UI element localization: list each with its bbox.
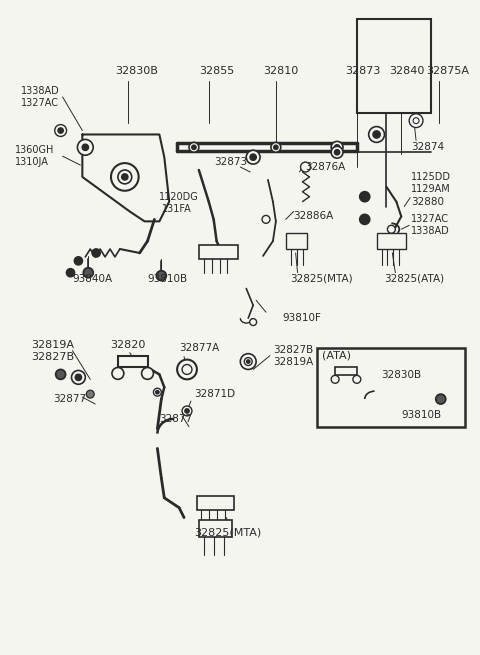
Text: 1129AM: 1129AM: [411, 184, 451, 194]
Circle shape: [189, 142, 199, 152]
Text: 93810F: 93810F: [283, 313, 322, 323]
Circle shape: [142, 367, 154, 379]
Text: 93810B: 93810B: [401, 410, 442, 420]
Text: 32877A: 32877A: [179, 343, 219, 353]
Circle shape: [246, 150, 260, 164]
Text: 32819A: 32819A: [273, 356, 313, 367]
Circle shape: [111, 163, 139, 191]
Circle shape: [250, 318, 257, 326]
Circle shape: [67, 269, 74, 276]
Circle shape: [387, 225, 396, 233]
Text: 32880: 32880: [411, 196, 444, 206]
Circle shape: [86, 390, 94, 398]
Circle shape: [84, 268, 93, 278]
Circle shape: [360, 214, 370, 224]
Circle shape: [92, 249, 100, 257]
Circle shape: [55, 124, 67, 136]
Bar: [335, 367, 357, 375]
Bar: [199, 245, 239, 259]
Text: 93810B: 93810B: [147, 274, 188, 284]
Text: 32830B: 32830B: [382, 370, 421, 381]
Text: 1125DD: 1125DD: [411, 172, 451, 182]
Text: 32855: 32855: [199, 66, 234, 76]
Text: 32877: 32877: [53, 394, 86, 404]
Circle shape: [118, 170, 132, 184]
Circle shape: [335, 145, 339, 150]
Circle shape: [409, 114, 423, 128]
Circle shape: [240, 354, 256, 369]
Text: 1360GH: 1360GH: [15, 145, 55, 155]
Circle shape: [122, 174, 128, 180]
Circle shape: [300, 162, 311, 172]
Bar: [317, 348, 466, 426]
Text: 32819A: 32819A: [31, 340, 74, 350]
Text: 32874: 32874: [411, 142, 444, 153]
Circle shape: [331, 375, 339, 383]
Text: 32840: 32840: [389, 66, 425, 76]
Circle shape: [271, 142, 281, 152]
Text: 32825(MTA): 32825(MTA): [290, 274, 352, 284]
Circle shape: [274, 145, 278, 149]
Circle shape: [373, 131, 380, 138]
Circle shape: [56, 369, 66, 379]
Text: 1310JA: 1310JA: [15, 157, 49, 167]
Text: 32873: 32873: [214, 157, 247, 167]
Circle shape: [156, 390, 159, 394]
Text: 32886A: 32886A: [294, 212, 334, 221]
Bar: [377, 233, 406, 249]
Circle shape: [244, 358, 252, 365]
Circle shape: [331, 141, 343, 153]
Circle shape: [182, 406, 192, 416]
Text: 32875A: 32875A: [426, 66, 469, 76]
Text: 32827B: 32827B: [273, 345, 313, 355]
Text: 1327AC: 1327AC: [411, 214, 449, 225]
Text: 32877: 32877: [159, 414, 192, 424]
Circle shape: [185, 409, 189, 413]
Text: 1338AD: 1338AD: [411, 226, 450, 236]
Circle shape: [182, 365, 192, 375]
Circle shape: [72, 371, 85, 384]
Circle shape: [112, 367, 124, 379]
Text: 1120DG: 1120DG: [159, 192, 199, 202]
Circle shape: [192, 145, 196, 149]
Circle shape: [360, 192, 370, 202]
Text: 131FA: 131FA: [162, 204, 192, 214]
Circle shape: [74, 257, 83, 265]
Circle shape: [83, 144, 88, 150]
Circle shape: [247, 360, 250, 363]
Circle shape: [177, 360, 197, 379]
Text: 93840A: 93840A: [72, 274, 113, 284]
Circle shape: [58, 128, 63, 133]
Circle shape: [436, 394, 446, 404]
Circle shape: [156, 271, 166, 280]
Circle shape: [250, 154, 256, 160]
Text: 32827B: 32827B: [31, 352, 74, 362]
Bar: [199, 519, 232, 537]
Text: 32825(MTA): 32825(MTA): [194, 527, 261, 537]
Text: 32873: 32873: [345, 66, 380, 76]
Circle shape: [77, 140, 93, 155]
Text: 1338AD: 1338AD: [21, 86, 60, 96]
Circle shape: [331, 146, 343, 158]
Circle shape: [75, 375, 82, 381]
Text: 32820: 32820: [110, 340, 145, 350]
Circle shape: [154, 388, 161, 396]
Circle shape: [413, 118, 419, 124]
Bar: [357, 19, 431, 113]
Bar: [118, 356, 147, 367]
Circle shape: [369, 126, 384, 142]
Text: 32871D: 32871D: [194, 389, 235, 399]
Text: 32810: 32810: [263, 66, 298, 76]
Circle shape: [262, 215, 270, 223]
Text: 1327AC: 1327AC: [21, 98, 59, 108]
Circle shape: [335, 150, 339, 155]
Bar: [197, 496, 234, 510]
Bar: [286, 233, 308, 249]
Text: (ATA): (ATA): [322, 350, 351, 361]
Circle shape: [353, 375, 361, 383]
Text: 32876A: 32876A: [305, 162, 346, 172]
Text: 32830B: 32830B: [115, 66, 158, 76]
Text: 32825(ATA): 32825(ATA): [384, 274, 444, 284]
